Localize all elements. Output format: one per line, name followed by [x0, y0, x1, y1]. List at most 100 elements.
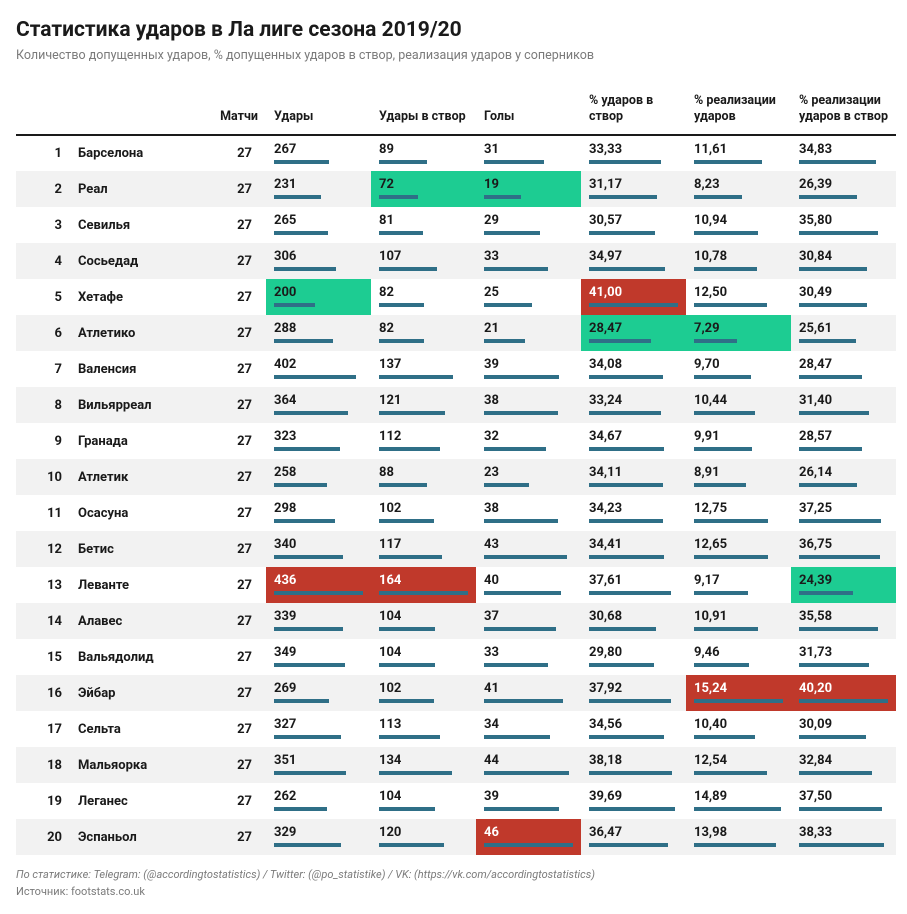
metric-shots: 340	[266, 531, 371, 567]
bar-track	[589, 160, 678, 164]
bar-fill	[484, 447, 546, 451]
metric-value: 38	[476, 389, 581, 407]
metric-pct_conv: 9,17	[686, 567, 791, 603]
bar-track	[484, 843, 573, 847]
bar-fill	[484, 339, 525, 343]
bar-fill	[799, 771, 872, 775]
bar-track	[799, 843, 888, 847]
col-header-pct-on-target: % ударов в створ	[581, 89, 686, 135]
bar-track	[274, 231, 363, 235]
bar-fill	[274, 195, 321, 199]
bar-fill	[379, 771, 452, 775]
bar-fill	[694, 339, 737, 343]
rank-cell: 12	[16, 531, 76, 567]
col-header-pct-conv-ot: % реализации ударов в створ	[791, 89, 896, 135]
bar-track	[274, 267, 363, 271]
bar-fill	[379, 195, 418, 199]
metric-value: 104	[371, 785, 476, 803]
rank-cell: 3	[16, 207, 76, 243]
metric-value: 39	[476, 353, 581, 371]
rank-cell: 14	[16, 603, 76, 639]
bar-fill	[274, 735, 341, 739]
bar-fill	[484, 375, 559, 379]
metric-value: 113	[371, 713, 476, 731]
metric-pct_conv: 10,44	[686, 387, 791, 423]
bar-fill	[799, 735, 866, 739]
bar-track	[274, 627, 363, 631]
bar-fill	[484, 411, 558, 415]
metric-on_target: 117	[371, 531, 476, 567]
table-header-row: Матчи Удары Удары в створ Голы % ударов …	[16, 89, 896, 135]
metric-value: 33,33	[581, 138, 686, 156]
metric-on_target: 121	[371, 387, 476, 423]
bar-fill	[589, 231, 655, 235]
metric-pct_on_target: 30,68	[581, 603, 686, 639]
metric-value: 33	[476, 245, 581, 263]
bar-fill	[484, 267, 548, 271]
bar-track	[274, 411, 363, 415]
bar-track	[589, 807, 678, 811]
metric-shots: 200	[266, 279, 371, 315]
bar-track	[484, 627, 573, 631]
metric-value: 8,23	[686, 173, 791, 191]
bar-track	[379, 735, 468, 739]
metric-pct_conv: 15,24	[686, 675, 791, 711]
bar-track	[274, 771, 363, 775]
metric-goals: 21	[476, 315, 581, 351]
matches-cell: 27	[206, 747, 266, 783]
metric-value: 107	[371, 245, 476, 263]
bar-fill	[589, 160, 661, 164]
bar-track	[589, 519, 678, 523]
metric-value: 33,24	[581, 389, 686, 407]
bar-track	[799, 375, 888, 379]
metric-value: 200	[266, 281, 371, 299]
metric-pct_conv: 9,70	[686, 351, 791, 387]
metric-pct_conv_ot: 40,20	[791, 675, 896, 711]
metric-pct_conv: 10,94	[686, 207, 791, 243]
bar-fill	[484, 663, 548, 667]
metric-value: 10,94	[686, 209, 791, 227]
table-row: 5Хетафе27200822541,0012,5030,49	[16, 279, 896, 315]
metric-value: 231	[266, 173, 371, 191]
bar-fill	[799, 447, 862, 451]
team-cell: Леганес	[76, 783, 206, 819]
metric-value: 38,18	[581, 749, 686, 767]
metric-value: 298	[266, 497, 371, 515]
team-cell: Эйбар	[76, 675, 206, 711]
team-cell: Эспаньол	[76, 819, 206, 855]
bar-track	[694, 807, 783, 811]
bar-track	[694, 843, 783, 847]
bar-fill	[694, 807, 781, 811]
metric-pct_conv_ot: 24,39	[791, 567, 896, 603]
bar-fill	[694, 843, 776, 847]
metric-pct_conv_ot: 26,14	[791, 459, 896, 495]
bar-track	[379, 591, 468, 595]
bar-track	[694, 519, 783, 523]
bar-track	[799, 627, 888, 631]
bar-track	[274, 519, 363, 523]
bar-track	[799, 339, 888, 343]
metric-pct_on_target: 33,24	[581, 387, 686, 423]
rank-cell: 4	[16, 243, 76, 279]
bar-track	[694, 339, 783, 343]
metric-goals: 23	[476, 459, 581, 495]
table-row: 7Валенсия274021373934,089,7028,47	[16, 351, 896, 387]
bar-track	[484, 303, 573, 307]
metric-value: 88	[371, 461, 476, 479]
rank-cell: 5	[16, 279, 76, 315]
team-cell: Леванте	[76, 567, 206, 603]
bar-track	[694, 375, 783, 379]
bar-track	[589, 303, 678, 307]
bar-track	[379, 160, 468, 164]
bar-track	[379, 627, 468, 631]
bar-track	[484, 231, 573, 235]
metric-value: 28,47	[791, 353, 896, 371]
metric-shots: 349	[266, 639, 371, 675]
metric-pct_on_target: 37,92	[581, 675, 686, 711]
team-cell: Валенсия	[76, 351, 206, 387]
metric-value: 12,54	[686, 749, 791, 767]
metric-value: 9,17	[686, 569, 791, 587]
metric-pct_on_target: 34,23	[581, 495, 686, 531]
matches-cell: 27	[206, 135, 266, 171]
bar-fill	[589, 303, 678, 307]
